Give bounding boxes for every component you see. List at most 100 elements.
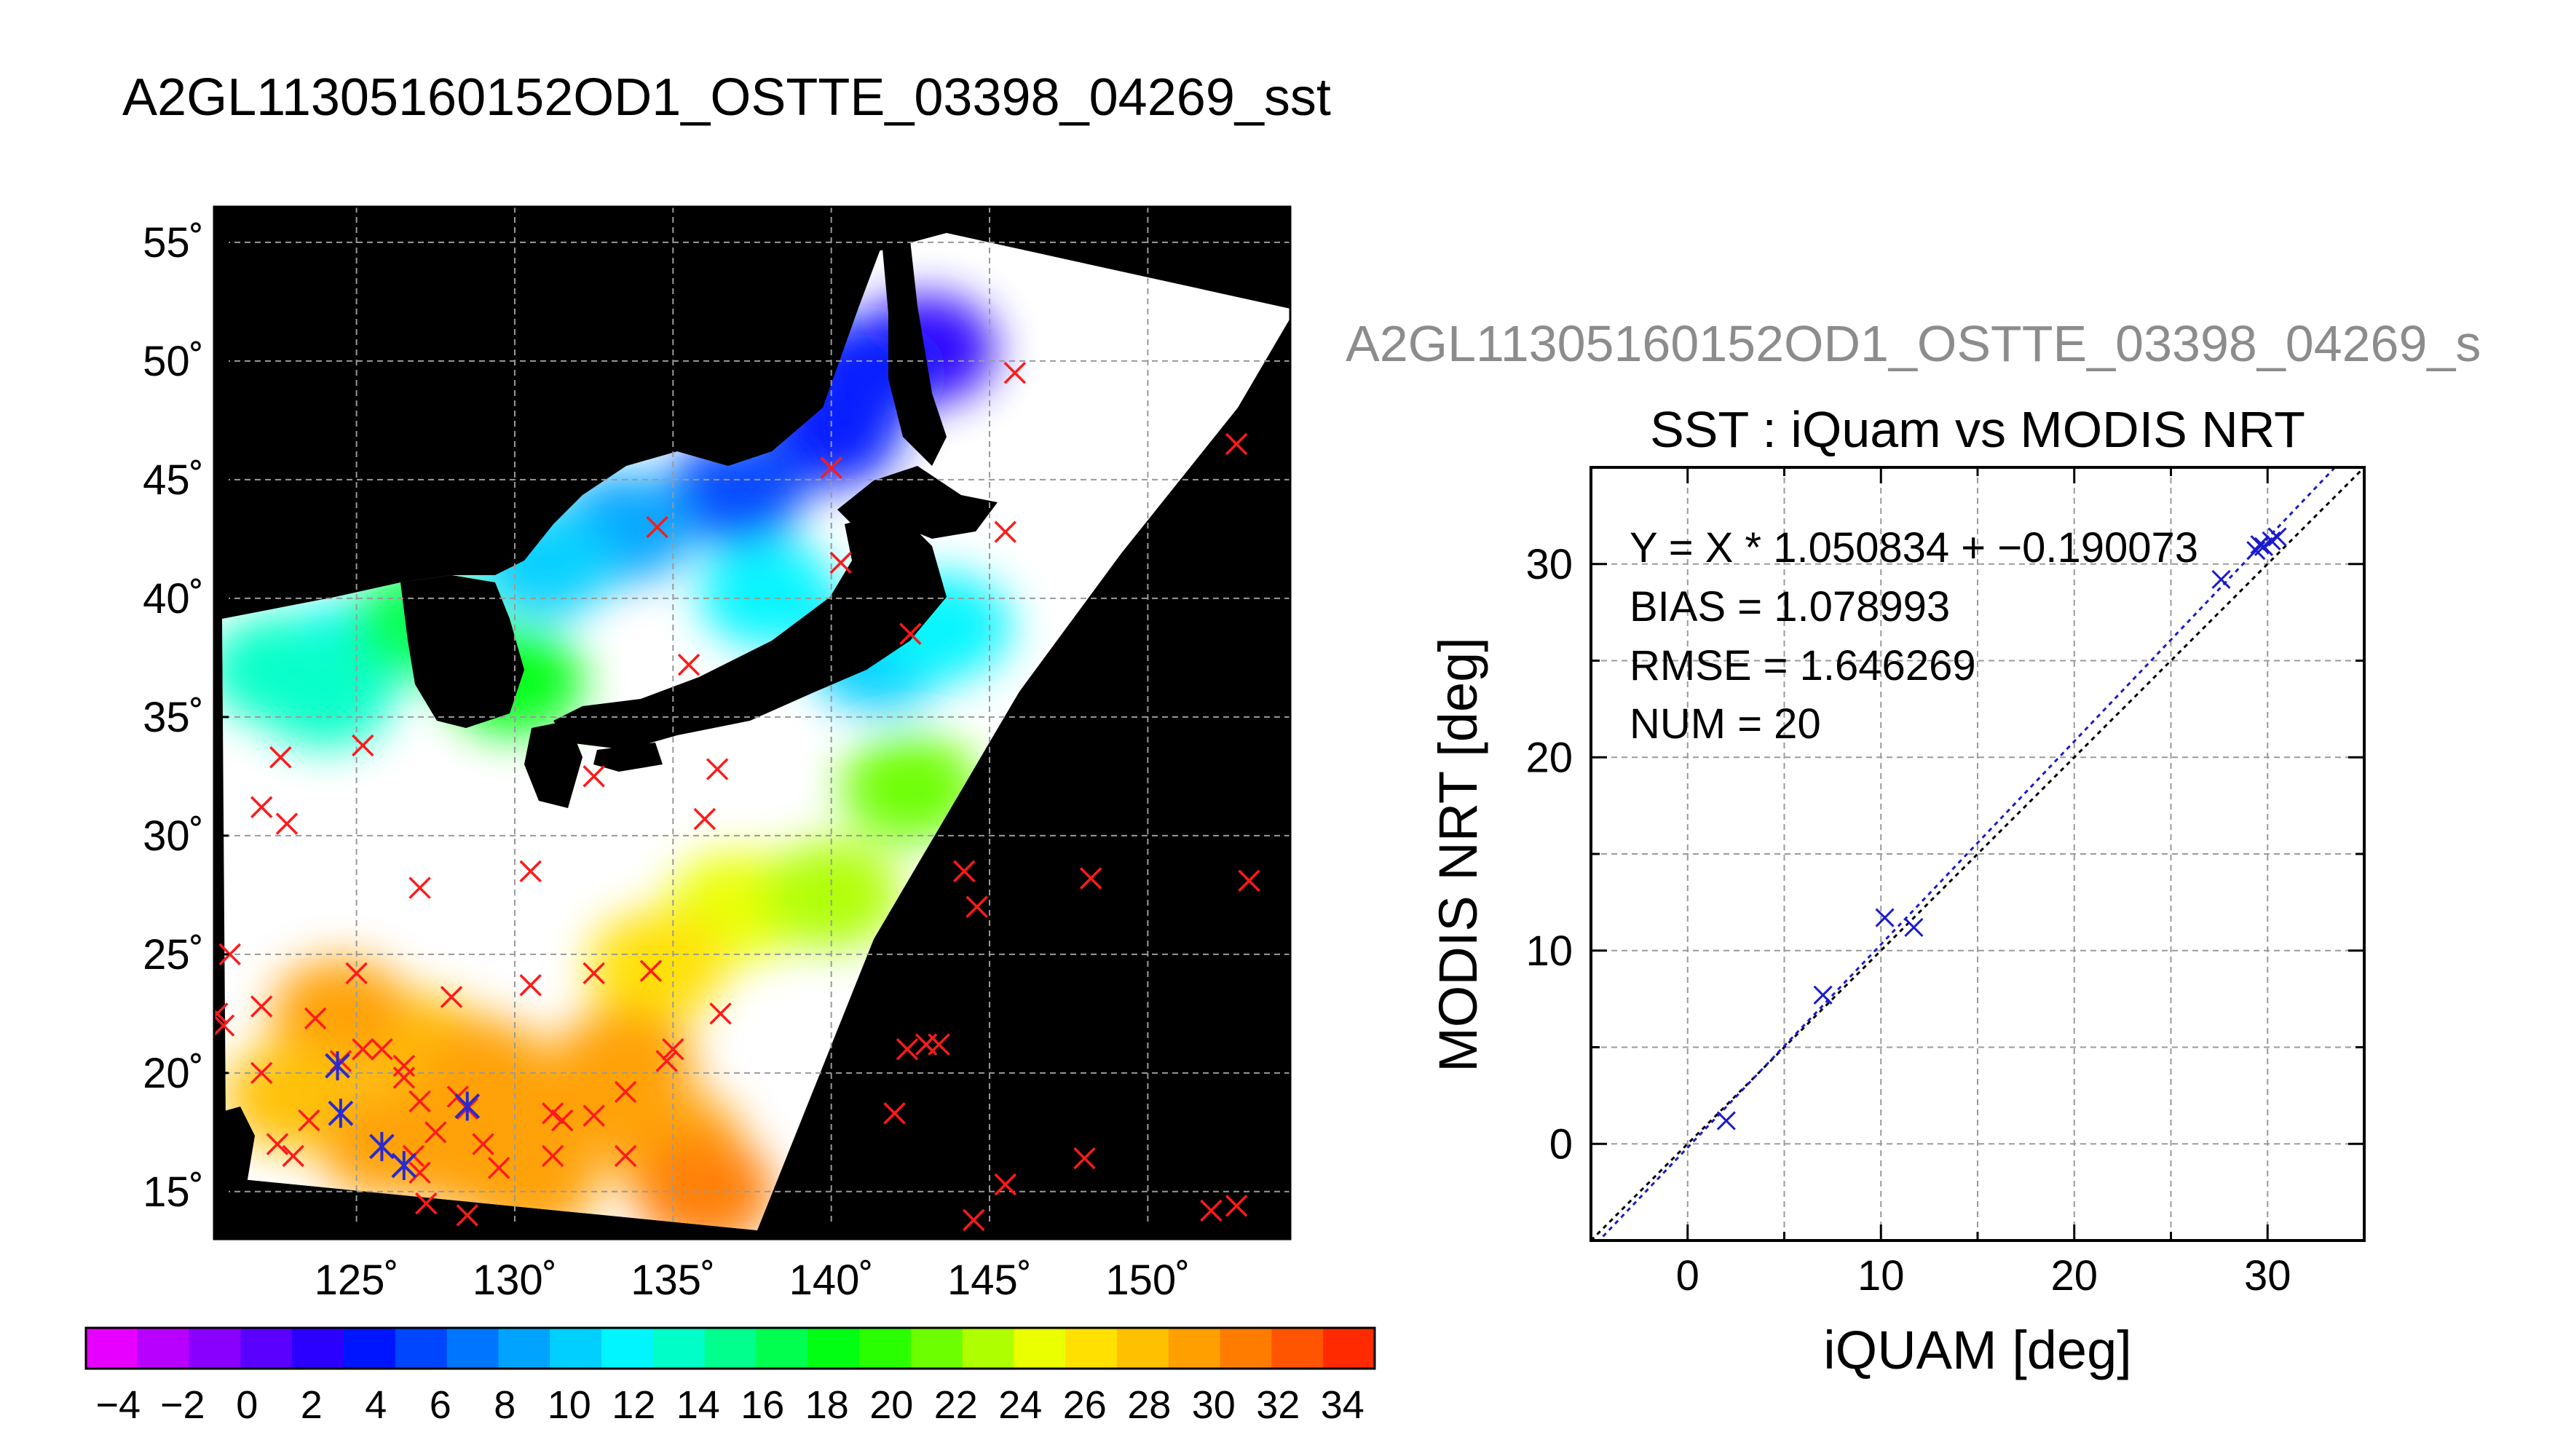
colorbar-tick-label: −2	[160, 1383, 205, 1427]
insitu-red-marker	[371, 1037, 393, 1061]
scatter-point	[1716, 1111, 1736, 1131]
colorbar-cell	[859, 1328, 912, 1369]
colorbar-cells	[86, 1328, 1375, 1369]
colorbar-cell	[756, 1328, 808, 1369]
insitu-red-marker	[250, 1061, 273, 1085]
colorbar-tick-label: 22	[934, 1383, 978, 1427]
insitu-red-marker	[408, 877, 431, 899]
insitu-red-marker	[269, 746, 292, 769]
map-longitude-labels: 125˚ 130˚ 135˚ 140˚ 145˚ 150˚	[315, 1257, 1190, 1304]
colorbar-cell	[601, 1328, 654, 1369]
colorbar-cell	[240, 1328, 293, 1369]
colorbar-cell	[137, 1328, 190, 1369]
scatter-x-tick-label: 10	[1857, 1252, 1905, 1299]
scatter-title: SST : iQuam vs MODIS NRT	[1650, 401, 2305, 458]
colorbar-cell	[550, 1328, 602, 1369]
colorbar-frame	[84, 1326, 1376, 1370]
scatter-point	[2254, 537, 2274, 556]
insitu-red-marker	[662, 1037, 684, 1061]
colorbar-tick-label: 26	[1063, 1383, 1107, 1427]
map-x-tick-label: 150˚	[1105, 1257, 1190, 1304]
insitu-red-marker	[646, 515, 668, 539]
insitu-red-marker	[883, 1101, 906, 1125]
insitu-red-marker	[655, 1050, 678, 1072]
map-y-tick-label: 20˚	[143, 1050, 204, 1097]
stats-box: Y = X * 1.050834 + −0.190073 BIAS = 1.07…	[1630, 524, 2198, 748]
colorbar-cell	[189, 1328, 241, 1369]
scatter-point	[1875, 908, 1895, 927]
insitu-red-marker	[352, 734, 374, 757]
colorbar-cell	[704, 1328, 757, 1369]
insitu-red-marker	[965, 895, 988, 918]
map-axis-ticks	[214, 241, 1149, 1239]
sst-blob	[256, 638, 395, 748]
insitu-red-marker	[487, 1156, 510, 1179]
insitu-red-marker	[214, 1014, 235, 1037]
land-philippines	[214, 1107, 255, 1201]
insitu-red-marker	[298, 1109, 320, 1132]
scatter-point	[2211, 569, 2231, 590]
insitu-red-marker	[541, 1101, 564, 1125]
colorbar-cell	[1014, 1328, 1066, 1369]
insitu-red-marker	[899, 622, 922, 645]
colorbar-tick-label: 4	[365, 1383, 387, 1427]
map-y-tick-label: 50˚	[143, 338, 204, 385]
map-x-tick-label: 135˚	[631, 1257, 715, 1304]
insitu-red-marker	[994, 521, 1017, 543]
colorbar-cell	[652, 1328, 706, 1369]
insitu-red-marker	[1200, 1199, 1223, 1222]
insitu-red-marker	[408, 1161, 431, 1184]
insitu-red-marker	[275, 812, 299, 835]
insitu-red-marker	[415, 1192, 438, 1215]
insitu-red-marker	[550, 1109, 574, 1132]
colorbar-tick-label: 0	[236, 1383, 258, 1427]
scatter-y-tick-label: 30	[1525, 541, 1573, 588]
colorbar-tick-label: 12	[612, 1383, 655, 1427]
sst-colorbar: −4 −2 0 2 4 6 8 10 12 14 16 18 20 22 24 26 28 30 32 34	[84, 1326, 1376, 1427]
insitu-red-marker	[639, 960, 663, 982]
insitu-blue-marker	[325, 1051, 350, 1081]
insitu-blue-marker	[454, 1091, 481, 1121]
insitu-red-marker	[583, 1104, 605, 1127]
scatter-point	[1904, 917, 1924, 937]
land-kyushu	[524, 721, 583, 808]
map-x-tick-label: 125˚	[315, 1257, 399, 1304]
land-korea	[400, 575, 524, 728]
land-japan-hokkaido	[837, 466, 998, 539]
map-y-tick-label: 55˚	[143, 219, 204, 266]
sst-map: 125˚ 130˚ 135˚ 140˚ 145˚ 150˚ 15˚ 20˚ 25˚ 30˚ 35˚…	[143, 205, 1292, 1304]
scatter-point	[2267, 527, 2287, 547]
colorbar-cell	[395, 1328, 448, 1369]
insitu-red-marker	[304, 1007, 327, 1030]
stats-num: NUM = 20	[1630, 700, 1821, 748]
scatter-point	[2250, 535, 2270, 555]
insitu-red-marker	[1238, 869, 1260, 893]
map-y-tick-label: 35˚	[143, 694, 204, 741]
sst-blob	[556, 1006, 695, 1116]
land-sakhalin	[881, 233, 947, 466]
map-frame	[213, 205, 1292, 1241]
colorbar-tick-label: 34	[1321, 1383, 1365, 1427]
insitu-red-marker	[214, 1002, 229, 1025]
scatter-x-tick-label: 20	[2050, 1252, 2098, 1299]
insitu-red-marker	[352, 1037, 374, 1061]
colorbar-cell	[344, 1328, 396, 1369]
scatter-x-tick-labels: 0 10 20 30	[1676, 1252, 2291, 1299]
scatter-x-tick-label: 0	[1676, 1252, 1699, 1299]
colorbar-tick-label: 28	[1127, 1383, 1171, 1427]
insitu-red-marker	[1073, 1147, 1096, 1170]
insitu-red-marker	[709, 1002, 732, 1025]
colorbar-cell	[1117, 1328, 1169, 1369]
insitu-red-marker	[250, 796, 273, 818]
insitu-red-marker	[392, 1067, 416, 1089]
insitu-red-marker	[519, 973, 542, 997]
colorbar-cell	[292, 1328, 344, 1369]
colorbar-tick-label: 6	[430, 1383, 451, 1427]
map-y-tick-label: 30˚	[143, 812, 204, 860]
colorbar-tick-label: 24	[998, 1383, 1042, 1427]
map-x-tick-label: 130˚	[473, 1257, 557, 1304]
scatter-y-tick-label: 20	[1525, 734, 1573, 781]
colorbar-cell	[1065, 1328, 1118, 1369]
colorbar-cell	[498, 1328, 550, 1369]
insitu-red-marker	[706, 758, 729, 780]
